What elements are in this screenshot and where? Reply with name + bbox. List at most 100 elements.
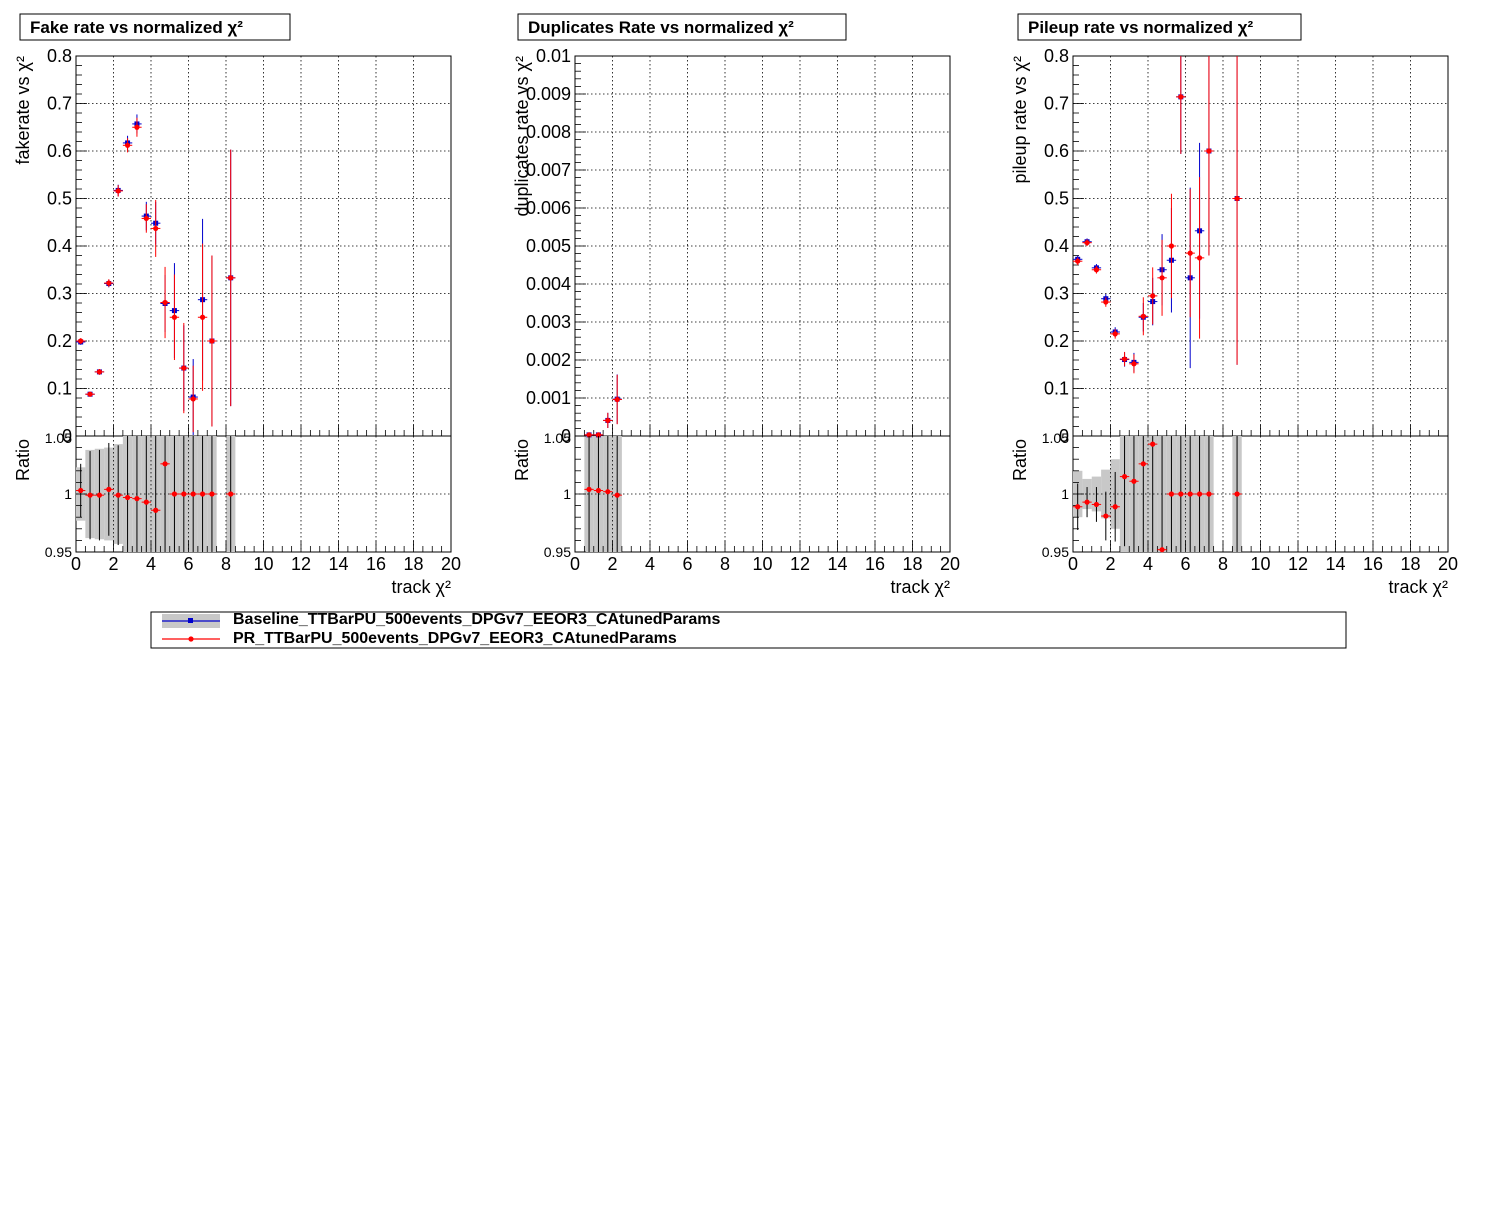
data-point-pr — [171, 314, 178, 320]
x-tick-label: 20 — [441, 554, 461, 574]
data-point-pr — [1103, 299, 1109, 305]
ratio-point — [1196, 491, 1203, 497]
data-point-pr — [1075, 258, 1081, 264]
data-point-pr — [1131, 361, 1137, 367]
chart-panel-3: Pileup rate vs normalized χ²0 2 4 6 8 10 12 14 1… — [1010, 13, 1458, 597]
series-pr — [584, 374, 622, 438]
x-tick-label: 14 — [827, 554, 847, 574]
ratio-point — [586, 486, 592, 492]
x-tick-label: 18 — [403, 554, 423, 574]
ratio-point — [1159, 547, 1165, 553]
data-point-pr — [1121, 356, 1128, 362]
chart-title: Duplicates Rate vs normalized χ² — [528, 18, 794, 37]
x-tick-label: 0 — [1068, 554, 1078, 574]
ratio-point — [162, 461, 168, 467]
data-point-pr — [1168, 243, 1175, 249]
y-tick-label: 0.6 — [1044, 141, 1069, 161]
y-tick-label: 0.002 — [526, 350, 571, 370]
y-axis-label: fakerate vs χ² — [13, 56, 33, 164]
ratio-point — [614, 492, 620, 498]
series-pr — [76, 117, 236, 433]
x-tick-label: 8 — [720, 554, 730, 574]
ratio-point — [1234, 491, 1240, 497]
y-tick-label: 0 — [62, 426, 72, 446]
y-tick-label: 0.7 — [47, 94, 72, 114]
x-tick-label: 4 — [1143, 554, 1153, 574]
grid-lines — [1073, 56, 1448, 552]
ratio-point — [1075, 504, 1081, 510]
data-point-pr — [143, 215, 149, 222]
x-tick-label: 2 — [108, 554, 118, 574]
y-tick-label: 0.009 — [526, 84, 571, 104]
ratio-points — [1073, 436, 1242, 553]
x-tick-label: 16 — [1363, 554, 1383, 574]
y-tick-label: 0 — [561, 426, 571, 446]
series-baseline — [584, 374, 622, 438]
chart-panel-1: Fake rate vs normalized χ²0 2 4 6 8 10 12 14 16 1… — [13, 13, 461, 597]
x-tick-label: 12 — [790, 554, 810, 574]
legend-box: Baseline_TTBarPU_500events_DPGv7_EEOR3_C… — [150, 611, 1347, 649]
legend-entry-baseline: Baseline_TTBarPU_500events_DPGv7_EEOR3_C… — [162, 611, 720, 628]
data-point-pr — [1234, 195, 1240, 202]
data-point-pr — [124, 142, 131, 148]
ratio-point — [143, 499, 149, 505]
x-tick-label: 14 — [328, 554, 348, 574]
ratio-point — [1140, 461, 1146, 467]
chart-title: Fake rate vs normalized χ² — [30, 18, 243, 37]
y-tick-label: 0.007 — [526, 160, 571, 180]
ratio-point — [605, 489, 611, 495]
y-tick-label: 0.5 — [1044, 189, 1069, 209]
ratio-point — [1103, 513, 1109, 519]
x-tick-label: 12 — [291, 554, 311, 574]
ratio-point — [171, 491, 178, 497]
x-tick-label: 0 — [570, 554, 580, 574]
ratio-y-tick-label: 1 — [64, 486, 72, 502]
data-point-pr — [1159, 275, 1165, 281]
ratio-point — [1168, 491, 1175, 497]
y-tick-label: 0.1 — [1044, 379, 1069, 399]
x-tick-label: 10 — [253, 554, 273, 574]
legend-baseline-label: Baseline_TTBarPU_500events_DPGv7_EEOR3_C… — [233, 611, 720, 628]
ratio-point — [1206, 491, 1212, 497]
y-tick-label: 0.3 — [47, 284, 72, 304]
ratio-point — [153, 507, 159, 513]
x-tick-label: 12 — [1288, 554, 1308, 574]
x-axis-label: track χ² — [1389, 577, 1448, 597]
ratio-points — [76, 436, 236, 552]
x-tick-label: 18 — [1400, 554, 1420, 574]
chart-title-box — [19, 13, 291, 41]
data-point-pr — [1084, 240, 1090, 246]
data-point-pr — [1140, 313, 1146, 319]
ratio-point — [87, 492, 93, 498]
y-tick-label: 0.005 — [526, 236, 571, 256]
data-point-pr — [134, 124, 140, 130]
y-tick-label: 0.6 — [47, 141, 72, 161]
data-point-pr — [1206, 148, 1212, 154]
ratio-point — [1084, 499, 1090, 505]
y-tick-label: 0.3 — [1044, 284, 1069, 304]
ratio-axis-label: Ratio — [1010, 439, 1030, 481]
chart-panels: Fake rate vs normalized χ²0 2 4 6 8 10 12 14 16 1… — [13, 13, 1458, 597]
ratio-point — [134, 496, 140, 502]
ratio-point — [106, 486, 112, 492]
ratio-point — [199, 491, 206, 497]
data-point-pr — [96, 369, 103, 375]
data-point-pr — [87, 391, 93, 397]
ratio-y-tick-label: 1.05 — [544, 430, 571, 446]
y-axis-label: duplicates rate vs χ² — [512, 56, 532, 217]
legend-entry-pr: PR_TTBarPU_500events_DPGv7_EEOR3_CAtuned… — [162, 630, 677, 647]
data-point-pr — [1093, 267, 1100, 273]
y-tick-label: 0.001 — [526, 388, 571, 408]
data-point-pr — [605, 417, 611, 424]
axis-ticks — [574, 55, 951, 553]
data-point-pr — [1112, 331, 1118, 337]
x-tick-label: 6 — [682, 554, 692, 574]
data-point-pr — [1178, 94, 1184, 100]
x-tick-label: 10 — [1250, 554, 1270, 574]
x-tick-label: 4 — [645, 554, 655, 574]
ratio-y-tick-label: 0.95 — [1042, 544, 1069, 560]
x-tick-label: 8 — [221, 554, 231, 574]
x-tick-label: 20 — [1438, 554, 1458, 574]
ratio-y-tick-label: 1 — [1061, 486, 1069, 502]
x-tick-label: 4 — [146, 554, 156, 574]
